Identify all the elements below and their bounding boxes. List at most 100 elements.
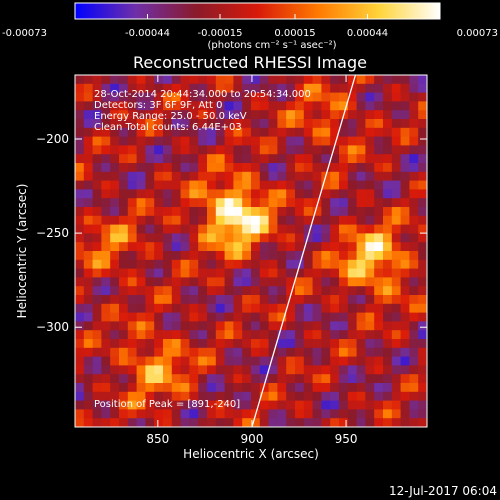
heatmap-cell: [180, 383, 190, 393]
heatmap-cell: [339, 83, 349, 94]
heatmap-cell: [215, 259, 226, 270]
heatmap-cell: [110, 75, 120, 85]
heatmap-cell: [154, 180, 164, 190]
heatmap-cell: [224, 136, 234, 146]
heatmap-cell: [242, 180, 252, 190]
heatmap-cell: [347, 312, 358, 322]
heatmap-cell: [233, 242, 243, 252]
heatmap-cell: [127, 224, 138, 234]
colorbar-units: (photons cm⁻² s⁻¹ asec⁻²): [207, 40, 336, 51]
heatmap-cell: [242, 295, 252, 305]
heatmap-cell: [409, 418, 419, 427]
heatmap-cell: [242, 189, 252, 199]
heatmap-cell: [347, 339, 358, 349]
heatmap-cell: [224, 347, 234, 358]
heatmap-cell: [418, 286, 427, 296]
heatmap-cell: [312, 233, 322, 243]
heatmap-cell: [321, 339, 331, 349]
heatmap-cell: [189, 154, 199, 164]
heatmap-cell: [207, 347, 217, 358]
heatmap-cell: [251, 198, 261, 208]
heatmap-cell: [295, 303, 305, 314]
heatmap-cell: [391, 391, 402, 402]
heatmap-cell: [391, 400, 402, 410]
heatmap-cell: [347, 101, 358, 111]
heatmap-cell: [215, 233, 226, 243]
heatmap-cell: [277, 136, 287, 146]
heatmap-cell: [189, 110, 199, 120]
heatmap-cell: [127, 171, 138, 182]
heatmap-cell: [374, 145, 384, 155]
heatmap-cell: [110, 268, 120, 278]
heatmap-cell: [136, 330, 146, 340]
heatmap-cell: [330, 251, 340, 261]
heatmap-cell: [418, 383, 427, 393]
heatmap-cell: [127, 339, 138, 349]
heatmap-cell: [391, 374, 402, 384]
heatmap-cell: [110, 365, 120, 375]
heatmap-cell: [383, 127, 393, 138]
heatmap-cell: [356, 295, 366, 305]
heatmap-cell: [242, 127, 252, 138]
heatmap-cell: [215, 409, 226, 419]
heatmap-cell: [119, 242, 129, 252]
heatmap-cell: [356, 163, 366, 173]
heatmap-cell: [127, 154, 138, 164]
heatmap-cell: [224, 321, 234, 331]
heatmap-cell: [163, 383, 173, 393]
heatmap-cell: [171, 154, 182, 164]
heatmap-cell: [330, 207, 340, 217]
heatmap-cell: [277, 391, 287, 402]
heatmap-cell: [242, 418, 252, 427]
heatmap-cell: [383, 321, 393, 331]
heatmap-cell: [356, 136, 366, 146]
heatmap-cell: [277, 374, 287, 384]
heatmap-cell: [374, 303, 384, 314]
heatmap-cell: [321, 365, 331, 375]
heatmap-cell: [330, 110, 340, 120]
heatmap-cell: [145, 171, 155, 182]
heatmap-cell: [136, 268, 146, 278]
heatmap-cell: [136, 242, 146, 252]
heatmap-cell: [251, 207, 261, 217]
heatmap-cell: [303, 391, 314, 402]
heatmap-cell: [101, 277, 111, 287]
heatmap-cell: [92, 391, 102, 402]
heatmap-cell: [189, 321, 199, 331]
heatmap-cell: [418, 215, 427, 226]
heatmap-cell: [101, 251, 111, 261]
heatmap-cell: [242, 312, 252, 322]
heatmap-cell: [198, 242, 208, 252]
heatmap-cell: [189, 127, 199, 138]
heatmap-cell: [277, 119, 287, 129]
heatmap-cell: [101, 119, 111, 129]
heatmap-cell: [277, 259, 287, 270]
heatmap-cell: [154, 321, 164, 331]
heatmap-cell: [154, 215, 164, 226]
heatmap-cell: [207, 215, 217, 226]
heatmap-cell: [75, 136, 85, 146]
heatmap-cell: [321, 347, 331, 358]
heatmap-cell: [339, 136, 349, 146]
heatmap-cell: [365, 163, 375, 173]
heatmap-cell: [180, 295, 190, 305]
heatmap-cell: [145, 215, 155, 226]
heatmap-cell: [356, 207, 366, 217]
heatmap-cell: [400, 374, 410, 384]
heatmap-cell: [207, 145, 217, 155]
heatmap-cell: [330, 224, 340, 234]
heatmap-cell: [207, 286, 217, 296]
heatmap-cell: [119, 198, 129, 208]
heatmap-cell: [295, 268, 305, 278]
heatmap-cell: [268, 374, 278, 384]
heatmap-cell: [83, 383, 94, 393]
heatmap-cell: [365, 189, 375, 199]
heatmap-cell: [391, 207, 402, 217]
heatmap-cell: [163, 171, 173, 182]
heatmap-cell: [330, 383, 340, 393]
axis-ticks: 850 900 950−200−250−300: [36, 75, 427, 446]
heatmap-cell: [145, 92, 155, 102]
heatmap-cell: [110, 330, 120, 340]
heatmap-cell: [110, 215, 120, 226]
heatmap-cell: [259, 171, 270, 182]
